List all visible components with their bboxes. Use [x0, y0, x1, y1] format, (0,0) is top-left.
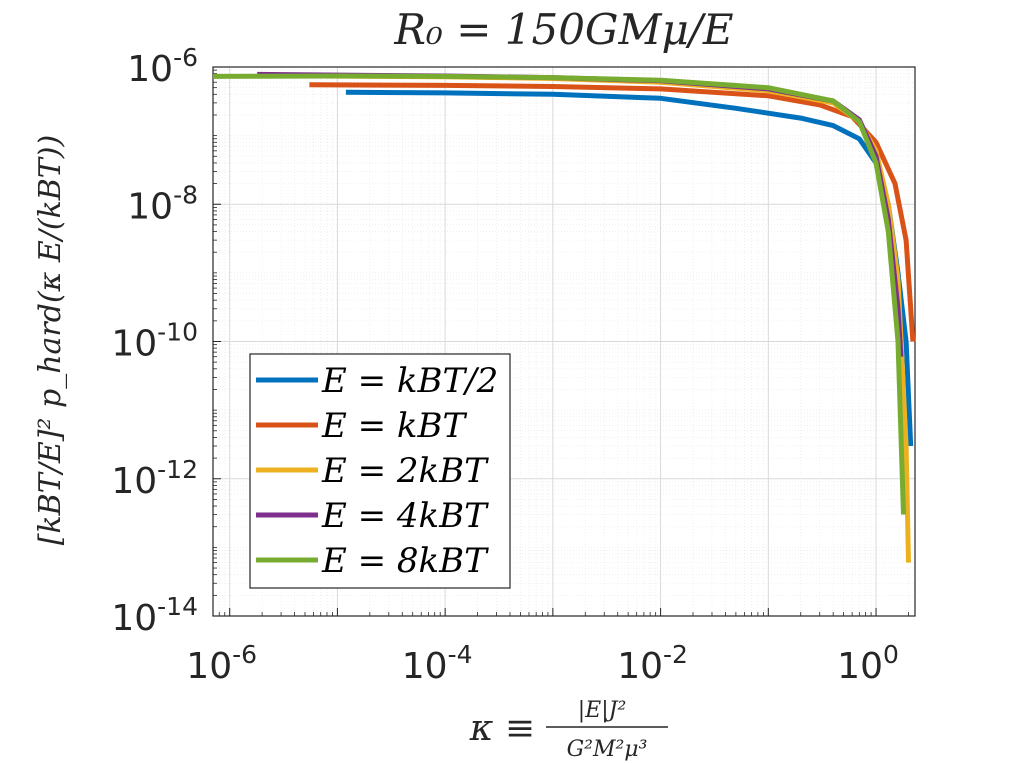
x-axis-label-denominator: G²M²μ³ — [567, 737, 648, 762]
series-lines — [212, 71, 916, 563]
series-line-5 — [212, 73, 906, 515]
x-axis-label-lhs: κ ≡ — [469, 708, 535, 749]
legend-label-1: E = kBT/2 — [321, 361, 498, 401]
axis-ticks — [212, 66, 909, 617]
y-tick-label: 10-10 — [111, 318, 198, 365]
legend: E = kBT/2 E = kBT E = 2kBT E = 4kBT E = 8kBT — [249, 353, 511, 589]
y-tick-label: 10-6 — [127, 43, 198, 90]
y-tick-label: 10-14 — [111, 592, 198, 639]
x-axis-label-numerator: |E|J² — [578, 698, 627, 723]
x-axis-label: κ ≡ |E|J² G²M²μ³ — [469, 698, 668, 762]
chart-title: R₀ = 150GMμ/E — [393, 5, 733, 54]
y-tick-label: 10-8 — [127, 180, 198, 227]
y-tick-labels: 10-6 10-8 10-10 10-12 10-14 — [111, 43, 198, 639]
x-tick-label: 10-2 — [617, 640, 688, 687]
legend-label-3: E = 2kBT — [321, 451, 489, 491]
x-tick-labels: 10-6 10-4 10-2 100 — [186, 640, 899, 687]
legend-label-5: E = 8kBT — [321, 541, 489, 581]
x-tick-label: 100 — [837, 640, 899, 687]
y-axis-label: [kBT/E]² p_hard(κ E/(kBT)) — [33, 135, 68, 545]
legend-label-4: E = 4kBT — [321, 496, 489, 536]
x-tick-label: 10-4 — [402, 640, 473, 687]
series-line-2 — [309, 82, 916, 342]
x-tick-label: 10-6 — [186, 640, 257, 687]
legend-label-2: E = kBT — [321, 406, 468, 446]
y-tick-label: 10-12 — [111, 455, 198, 502]
